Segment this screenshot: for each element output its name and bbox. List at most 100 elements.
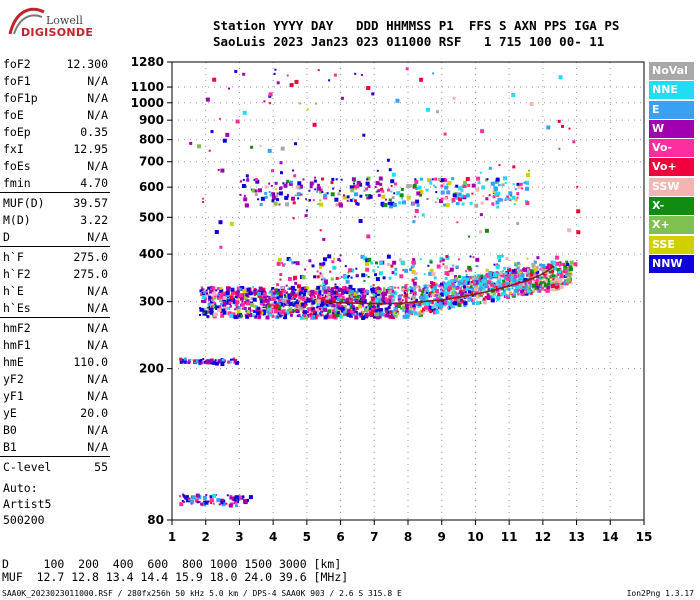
echo-point xyxy=(206,359,209,362)
echo-point xyxy=(231,299,234,301)
echo-point xyxy=(379,301,382,304)
echo-point xyxy=(426,291,429,294)
echo-point xyxy=(277,305,282,310)
echo-point xyxy=(286,179,290,183)
echo-point xyxy=(469,255,472,258)
echo-point xyxy=(498,282,503,287)
echo-point xyxy=(491,296,495,300)
echo-point xyxy=(213,296,217,300)
echo-point xyxy=(429,181,433,185)
echo-point xyxy=(405,299,408,302)
echo-point xyxy=(235,306,238,309)
echo-point xyxy=(498,259,502,263)
echo-point xyxy=(227,296,229,299)
echo-point xyxy=(474,285,477,288)
echo-point xyxy=(434,177,438,181)
echo-point xyxy=(340,178,343,181)
echo-point xyxy=(451,198,456,202)
echo-point xyxy=(285,284,288,287)
echo-point xyxy=(488,166,492,170)
echo-point xyxy=(421,311,425,315)
echo-point xyxy=(319,312,322,315)
echo-point xyxy=(344,304,347,307)
header-line-fields: Station YYYY DAY DDD HHMMSS P1 FFS S AXN… xyxy=(213,18,620,33)
echo-point xyxy=(317,69,320,72)
echo-point xyxy=(408,310,413,315)
echo-point xyxy=(327,309,332,314)
echo-point xyxy=(250,145,254,149)
echo-point xyxy=(301,295,304,298)
echo-point xyxy=(410,304,413,307)
echo-point xyxy=(388,303,392,306)
echo-point xyxy=(514,198,518,202)
echo-point xyxy=(223,302,227,306)
echo-point xyxy=(441,258,445,262)
echo-point xyxy=(353,185,356,188)
echo-point xyxy=(276,315,279,318)
echo-point xyxy=(494,283,497,286)
echo-point xyxy=(346,312,351,317)
param-value: 12.300 xyxy=(66,57,108,71)
echo-point xyxy=(447,286,452,291)
echo-point xyxy=(450,300,453,303)
echo-point xyxy=(490,298,495,303)
echo-point xyxy=(524,290,526,293)
echo-point xyxy=(200,289,203,292)
echo-point xyxy=(222,138,227,143)
echo-point xyxy=(497,273,500,276)
echo-point xyxy=(319,308,322,310)
echo-point xyxy=(530,273,534,277)
echo-point xyxy=(494,187,498,191)
echo-point xyxy=(373,305,377,309)
echo-point xyxy=(181,500,184,502)
echo-point xyxy=(303,313,307,317)
echo-point xyxy=(354,192,359,197)
echo-point xyxy=(425,188,429,192)
echo-point xyxy=(573,262,578,267)
echo-point xyxy=(288,258,292,262)
echo-point xyxy=(333,305,336,308)
echo-point xyxy=(428,295,430,298)
echo-point xyxy=(216,287,220,291)
echo-point xyxy=(444,185,449,190)
x-tick-label: 11 xyxy=(501,530,518,544)
param-row: M(D) 3.22 xyxy=(0,212,110,229)
echo-point xyxy=(331,287,335,291)
echo-point xyxy=(400,288,405,293)
echo-point xyxy=(415,311,418,314)
echo-point xyxy=(539,281,543,285)
echo-point xyxy=(475,257,480,262)
echo-point xyxy=(431,288,435,292)
echo-point xyxy=(340,306,345,311)
echo-point xyxy=(434,302,438,306)
echo-point xyxy=(271,314,275,318)
echo-point xyxy=(375,181,380,186)
echo-point xyxy=(417,185,422,190)
echo-point xyxy=(381,296,385,301)
echo-point xyxy=(249,310,252,313)
echo-point xyxy=(518,263,521,266)
echo-point xyxy=(377,266,379,268)
echo-point xyxy=(550,279,553,282)
echo-point xyxy=(321,294,324,297)
echo-point xyxy=(534,282,538,286)
echo-point xyxy=(222,310,227,315)
param-row: h`F 275.0 xyxy=(0,249,110,266)
echo-point xyxy=(517,185,522,189)
echo-points xyxy=(179,67,581,508)
echo-point xyxy=(399,274,404,279)
echo-point xyxy=(336,297,341,302)
trace-point xyxy=(551,265,555,269)
echo-point xyxy=(401,294,403,297)
echo-point xyxy=(179,357,183,361)
echo-point xyxy=(504,272,508,276)
echo-point xyxy=(377,286,381,290)
echo-point xyxy=(303,310,307,315)
echo-point xyxy=(350,276,353,279)
echo-point xyxy=(485,197,489,201)
echo-point xyxy=(456,221,459,224)
echo-point xyxy=(218,503,221,506)
echo-point xyxy=(421,296,426,301)
legend-item-noval: NoVal xyxy=(649,62,694,80)
echo-point xyxy=(235,119,240,124)
